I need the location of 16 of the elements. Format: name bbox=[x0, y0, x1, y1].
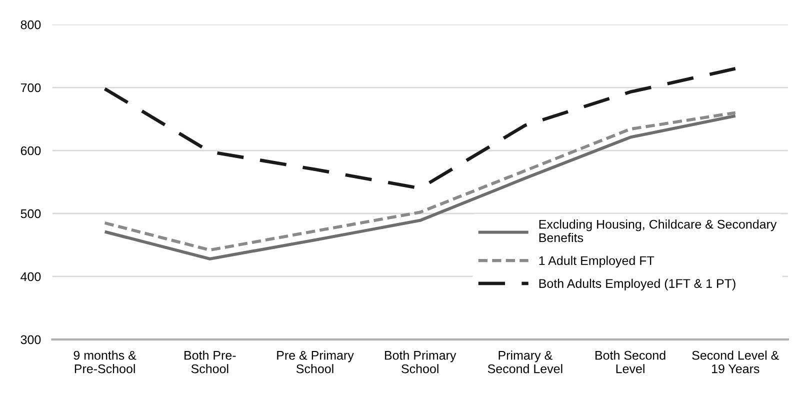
x-tick-label: Pre & Primary School bbox=[277, 350, 354, 374]
y-tick-label: 300 bbox=[20, 335, 41, 344]
legend-label: Both Adults Employed (1FT & 1 PT) bbox=[539, 278, 736, 290]
legend-label: 1 Adult Employed FT bbox=[539, 256, 654, 268]
x-tick-label: Second Level & 19 Years bbox=[692, 350, 779, 374]
y-tick-label: 400 bbox=[20, 272, 41, 282]
x-tick-label: Both Pre- School bbox=[184, 350, 236, 374]
y-tick-label: 800 bbox=[20, 20, 41, 30]
y-tick-label: 700 bbox=[20, 83, 41, 92]
x-tick-label: 9 months & Pre-School bbox=[74, 350, 136, 374]
y-tick-label: 500 bbox=[20, 209, 41, 218]
y-tick-label: 600 bbox=[20, 146, 41, 156]
legend-label: Excluding Housing, Childcare & Secondary Benefits bbox=[539, 220, 777, 242]
x-tick-label: Both Second Level bbox=[596, 350, 666, 374]
x-tick-label: Both Primary School bbox=[384, 350, 456, 374]
x-tick-label: Primary & Second Level bbox=[488, 350, 562, 374]
